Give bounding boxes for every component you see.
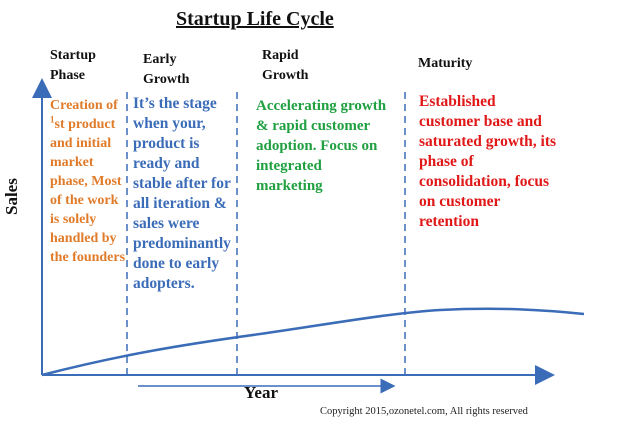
desc-line: & rapid customer (256, 118, 371, 134)
desc-line: done to early (133, 255, 220, 272)
desc-line: all iteration & (133, 195, 227, 212)
phase-label-early-growth: Early Growth (143, 50, 189, 90)
phase-name-line: Phase (50, 68, 85, 83)
desc-fragment: st product (54, 117, 116, 132)
desc-line: retention (419, 213, 479, 230)
desc-line: customer base and (419, 113, 542, 130)
desc-line: handled by (50, 231, 117, 246)
desc-line: predominantly (133, 235, 231, 252)
phase-label-maturity: Maturity (418, 54, 472, 74)
desc-line: saturated growth, its (419, 133, 557, 150)
x-axis-label: Year (244, 383, 278, 402)
diagram-title: Startup Life Cycle (176, 8, 334, 30)
y-axis-label: Sales (2, 178, 21, 215)
desc-line: It’s the stage (133, 95, 217, 112)
desc-line: marketing (256, 178, 323, 194)
phase-name-line: Rapid (262, 48, 299, 63)
desc-line: stable after for (133, 175, 231, 192)
desc-line: Established (419, 93, 496, 110)
phase-label-rapid-growth: Rapid Growth (262, 46, 308, 86)
desc-line: consolidation, focus (419, 173, 550, 190)
desc-line: adopters. (133, 275, 195, 292)
phase-description-early-growth: It’s the stage when your, product is rea… (133, 94, 231, 294)
desc-line: phase, Most (50, 174, 122, 189)
phase-description-startup: Creation of 1st product and initial mark… (50, 96, 125, 267)
desc-line: product is (133, 135, 200, 152)
superscript: 1 (50, 114, 55, 125)
desc-line: when your, (133, 115, 206, 132)
phase-name-line: Growth (143, 72, 190, 87)
phase-label-startup: Startup Phase (50, 46, 96, 86)
desc-line: 1st product (50, 115, 125, 134)
desc-line: the founders (50, 250, 126, 265)
desc-line: market (50, 155, 94, 170)
phase-description-rapid-growth: Accelerating growth & rapid customer ado… (256, 96, 386, 196)
desc-line: is solely (50, 212, 97, 227)
desc-line: Accelerating growth (256, 98, 387, 114)
phase-name-line: Early (143, 52, 177, 67)
phase-name-line: Maturity (418, 56, 473, 71)
desc-line: phase of (419, 153, 474, 170)
copyright-notice: Copyright 2015,ozonetel.com, All rights … (320, 406, 528, 417)
phase-name-line: Growth (262, 68, 309, 83)
desc-line: adoption. Focus on (256, 138, 378, 154)
desc-line: and initial (50, 136, 112, 151)
sales-curve (41, 307, 585, 377)
desc-line: on customer (419, 193, 501, 210)
desc-line: ready and (133, 155, 200, 172)
phase-description-maturity: Established customer base and saturated … (419, 92, 556, 232)
desc-line: Creation of (50, 98, 118, 113)
phase-name-line: Startup (50, 48, 96, 63)
desc-line: sales were (133, 215, 200, 232)
desc-line: integrated (256, 158, 322, 174)
desc-line: of the work (50, 193, 119, 208)
